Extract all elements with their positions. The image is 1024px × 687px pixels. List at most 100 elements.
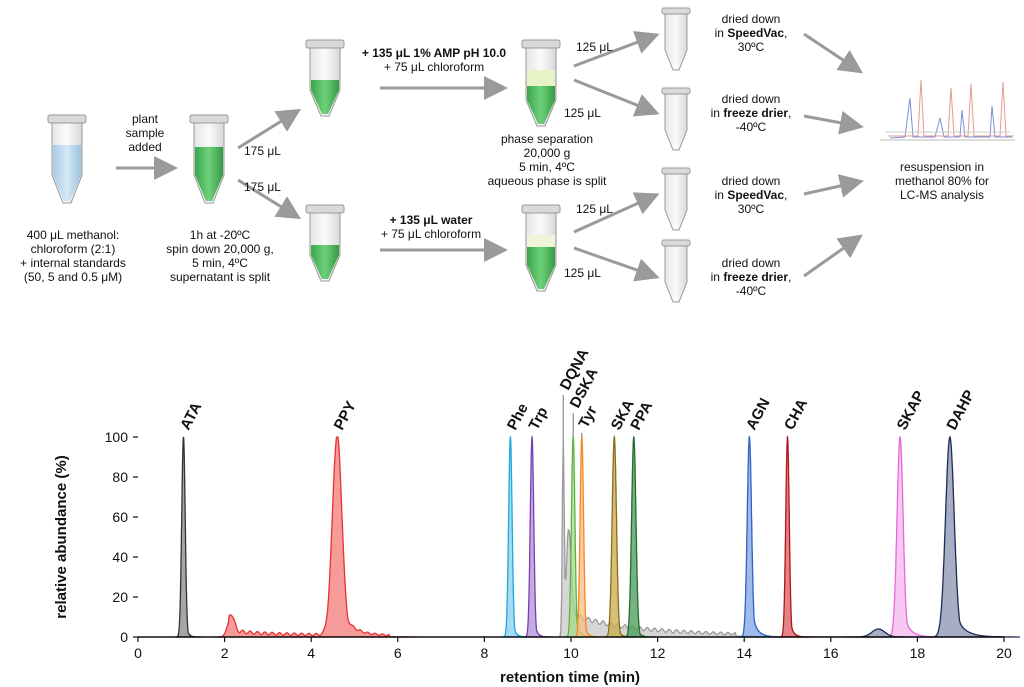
drying-temp: 30ºC [737, 40, 765, 54]
drying-line: dried down [721, 256, 781, 270]
incubation-line: spin down 20,000 g, [166, 242, 274, 256]
tube-phase-water [521, 204, 561, 292]
drying-step-2: dried down in freeze drier, -40ºC [696, 92, 806, 134]
peak-trace-dqna [555, 436, 889, 638]
tube-methanol [47, 114, 87, 204]
drying-suffix: , [788, 270, 792, 284]
x-axis-label: retention time (min) [500, 669, 640, 686]
peak-label: CHA [781, 396, 811, 433]
workflow-arrows [116, 31, 864, 282]
water-reagent-label: + 135 μL water + 75 μL chloroform [356, 213, 506, 241]
lcms-thumbnail-icon [880, 79, 1015, 141]
incubation-line: supernatant is split [169, 270, 271, 284]
drying-prefix: in [710, 270, 724, 284]
y-tick-label: 80 [112, 469, 128, 485]
water-chloroform: + 75 μL chloroform [380, 227, 482, 241]
chromatogram-traces [174, 434, 1021, 638]
drying-method-line: in freeze drier, [696, 106, 806, 120]
resuspension-line: LC-MS analysis [899, 188, 985, 202]
amp-reagent: + 135 μL 1% AMP pH 10.0 [361, 46, 507, 60]
peak-trace-trp [523, 435, 553, 638]
x-tick-label: 2 [221, 645, 229, 661]
split-volume-bottom: 175 μL [244, 180, 281, 194]
x-tick-label: 4 [307, 645, 315, 661]
tube-dry-2 [661, 87, 691, 151]
drying-method: SpeedVac [727, 26, 785, 40]
tube-dry-1 [661, 7, 691, 71]
peak-label: Phe [504, 401, 532, 433]
drying-method-line: in SpeedVac, [696, 26, 806, 40]
drying-method-line: in SpeedVac, [696, 188, 806, 202]
water-reagent: + 135 μL water [389, 213, 473, 227]
phase-caption-line: phase separation [500, 132, 594, 146]
peak-trace-phe [501, 435, 532, 638]
drying-step-3: dried down in SpeedVac, 30ºC [696, 174, 806, 216]
start-caption: 400 μL methanol: chloroform (2:1) + inte… [8, 228, 138, 284]
start-caption-line: 400 μL methanol: [26, 228, 120, 242]
peak-trace-tyr [573, 435, 603, 638]
drying-suffix: , [784, 26, 788, 40]
aliquot-volume-4: 125 μL [564, 266, 601, 280]
phase-caption-line: 5 min, 4ºC [519, 160, 575, 174]
split-volume-top: 175 μL [244, 144, 281, 158]
drying-line: dried down [721, 174, 781, 188]
drying-line: dried down [721, 12, 781, 26]
drying-method: freeze drier [723, 270, 789, 284]
drying-suffix: , [788, 106, 792, 120]
x-tick-label: 20 [996, 645, 1012, 661]
tube-dry-3 [661, 167, 691, 231]
start-caption-line: + internal standards [20, 256, 126, 270]
drying-suffix: , [784, 188, 788, 202]
x-tick-label: 18 [910, 645, 926, 661]
drying-temp: -40ºC [735, 284, 767, 298]
sample-added-line: sample [125, 126, 165, 140]
incubation-line: 1h at -20ºC [189, 228, 251, 242]
peak-trace-cha [778, 435, 811, 638]
peak-trace-ata [174, 436, 202, 638]
incubation-caption: 1h at -20ºC spin down 20,000 g, 5 min, 4… [150, 228, 290, 284]
tube-amp [305, 39, 345, 117]
peak-label: SKAP [894, 388, 929, 433]
x-tick-label: 12 [650, 645, 666, 661]
peak-label: DAHP [943, 387, 978, 433]
drying-step-4: dried down in freeze drier, -40ºC [696, 256, 806, 298]
aliquot-volume-1: 125 μL [576, 40, 613, 54]
drying-line: dried down [721, 92, 781, 106]
x-tick-label: 16 [823, 645, 839, 661]
x-tick-label: 8 [481, 645, 489, 661]
amp-reagent-label: + 135 μL 1% AMP pH 10.0 + 75 μL chlorofo… [342, 46, 526, 74]
drying-prefix: in [714, 188, 728, 202]
y-tick-label: 0 [120, 629, 128, 645]
phase-caption: phase separation 20,000 g 5 min, 4ºC aqu… [472, 132, 622, 188]
tube-phase-amp [521, 39, 561, 127]
phase-caption-line: 20,000 g [523, 146, 571, 160]
phase-caption-line: aqueous phase is split [487, 174, 607, 188]
resuspension-caption: resuspension in methanol 80% for LC-MS a… [872, 160, 1012, 202]
sample-added-line: added [128, 140, 162, 154]
peak-trace-skap [884, 435, 949, 638]
incubation-line: 5 min, 4ºC [192, 256, 248, 270]
peak-label: AGN [743, 395, 774, 432]
drying-prefix: in [714, 26, 728, 40]
peak-trace-dahp [845, 435, 1021, 638]
tube-extract [189, 114, 229, 204]
drying-step-1: dried down in SpeedVac, 30ºC [696, 12, 806, 54]
aliquot-volume-2: 125 μL [564, 106, 601, 120]
chart-axes: 0 2 4 6 8 10 12 14 16 18 20 0 20 40 60 80 100 [105, 429, 1012, 661]
start-caption-line: chloroform (2:1) [30, 242, 116, 256]
x-tick-label: 14 [736, 645, 752, 661]
y-tick-label: 60 [112, 509, 128, 525]
x-tick-label: 10 [563, 645, 579, 661]
drying-temp: 30ºC [737, 202, 765, 216]
workflow-diagram [47, 7, 1015, 303]
start-caption-line: (50, 5 and 0.5 μM) [23, 270, 123, 284]
sample-added-line: plant [131, 112, 159, 126]
tube-dry-4 [661, 239, 691, 303]
resuspension-line: resuspension in [899, 160, 985, 174]
peak-label: ATA [177, 399, 206, 432]
drying-prefix: in [710, 106, 724, 120]
y-tick-label: 100 [105, 429, 129, 445]
resuspension-line: methanol 80% for [894, 174, 990, 188]
